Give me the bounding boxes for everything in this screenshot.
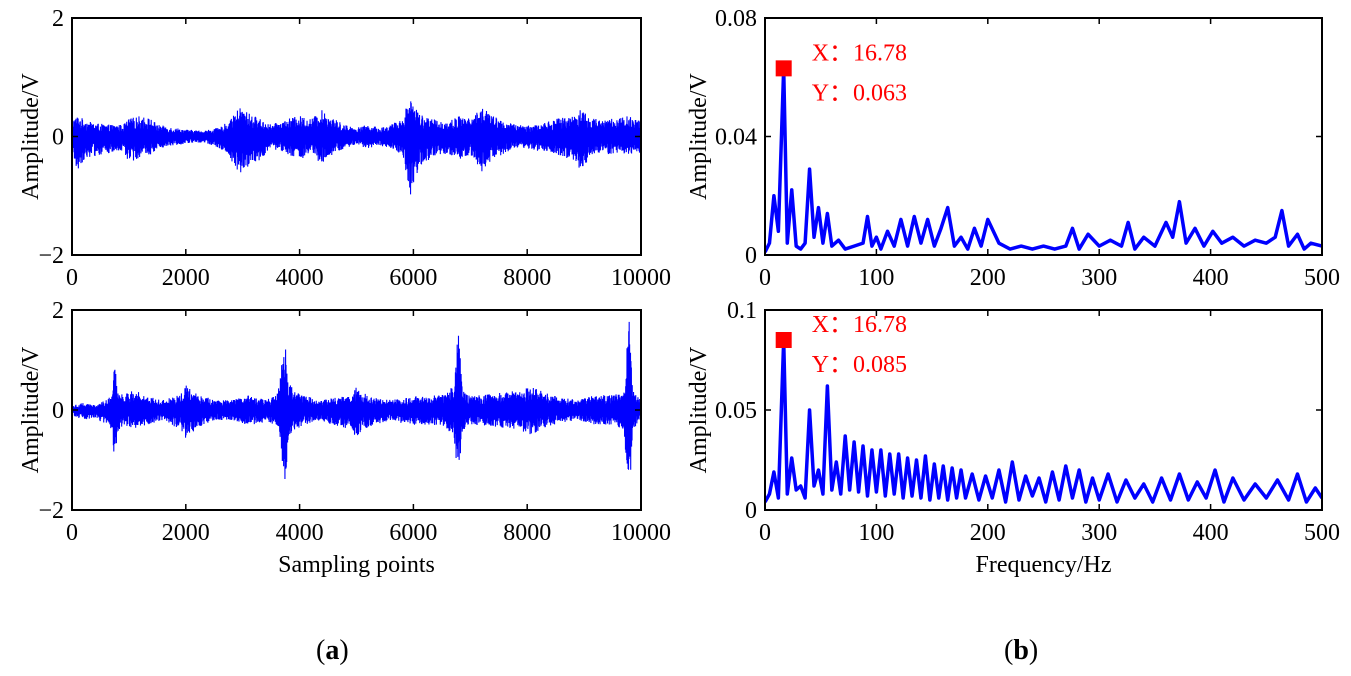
spectrum-top-spectrum-line <box>765 66 1322 253</box>
time-bottom-xlabel: Sampling points <box>278 552 435 578</box>
spectrum-top-ytick-label: 0.08 <box>715 6 757 32</box>
spectrum-top-ytick-label: 0 <box>745 243 757 269</box>
spectrum-top-xtick-label: 300 <box>1081 265 1117 291</box>
time-top-ytick-label: −2 <box>38 243 64 269</box>
spectrum-bottom-xtick-label: 200 <box>970 520 1006 546</box>
spectrum-bottom-annotation-y: Y：0.085 <box>812 352 907 378</box>
time-top-xtick-label: 4000 <box>276 265 324 291</box>
panel-label-a: (a) <box>316 635 349 666</box>
spectrum-top-xtick-label: 200 <box>970 265 1006 291</box>
spectrum-bottom-ylabel: Amplitude/V <box>686 346 712 473</box>
time-top-ytick-label: 0 <box>52 125 64 151</box>
spectrum-bottom-ytick-label: 0.05 <box>715 398 757 424</box>
spectrum-top-xtick-label: 400 <box>1193 265 1229 291</box>
spectrum-bottom-xtick-label: 300 <box>1081 520 1117 546</box>
time-top-xtick-label: 8000 <box>503 265 551 291</box>
panel-label-a-text: a <box>325 635 340 666</box>
time-top-xtick-label: 10000 <box>611 265 671 291</box>
spectrum-bottom-annotation-x: X：16.78 <box>812 312 907 338</box>
time-bottom-signal-line <box>72 321 641 480</box>
spectrum-top-ytick-label: 0.04 <box>715 125 757 151</box>
time-top-signal-line <box>72 101 641 195</box>
spectrum-bottom-ytick-label: 0 <box>745 498 757 524</box>
time-bottom-xtick-label: 0 <box>66 520 78 546</box>
time-bottom-xtick-label: 2000 <box>162 520 210 546</box>
spectrum-bottom-xlabel: Frequency/Hz <box>976 552 1112 578</box>
spectrum-bottom-peak-marker <box>775 332 792 348</box>
time-bottom-ytick-label: 2 <box>52 298 64 324</box>
spectrum-top-peak-marker <box>775 60 792 77</box>
time-bottom-ylabel: Amplitude/V <box>18 346 44 473</box>
spectrum-top-xtick-label: 500 <box>1304 265 1340 291</box>
spectrum-bottom-xtick-label: 0 <box>759 520 771 546</box>
spectrum-top-xtick-label: 0 <box>759 265 771 291</box>
panel-label-b-text: b <box>1013 635 1029 666</box>
panel-label-b: (b) <box>1004 635 1039 666</box>
spectrum-bottom-spectrum-line <box>765 338 1322 504</box>
time-bottom-xtick-label: 6000 <box>389 520 437 546</box>
spectrum-top-annotation-x: X：16.78 <box>812 40 907 66</box>
time-bottom-ytick-label: −2 <box>38 498 64 524</box>
time-top-ytick-label: 2 <box>52 6 64 32</box>
time-top-ylabel: Amplitude/V <box>18 73 44 200</box>
time-bottom-xtick-label: 10000 <box>611 520 671 546</box>
time-bottom-xtick-label: 4000 <box>276 520 324 546</box>
spectrum-top-annotation-y: Y：0.063 <box>812 80 907 106</box>
time-bottom-ytick-label: 0 <box>52 398 64 424</box>
time-bottom-xtick-label: 8000 <box>503 520 551 546</box>
spectrum-top-ylabel: Amplitude/V <box>686 73 712 200</box>
time-top-xtick-label: 2000 <box>162 265 210 291</box>
spectrum-top-xtick-label: 100 <box>858 265 894 291</box>
spectrum-bottom-xtick-label: 100 <box>858 520 894 546</box>
spectrum-bottom-ytick-label: 0.1 <box>727 298 757 324</box>
time-top-xtick-label: 0 <box>66 265 78 291</box>
time-top-xtick-label: 6000 <box>389 265 437 291</box>
spectrum-bottom-xtick-label: 500 <box>1304 520 1340 546</box>
spectrum-bottom-xtick-label: 400 <box>1193 520 1229 546</box>
